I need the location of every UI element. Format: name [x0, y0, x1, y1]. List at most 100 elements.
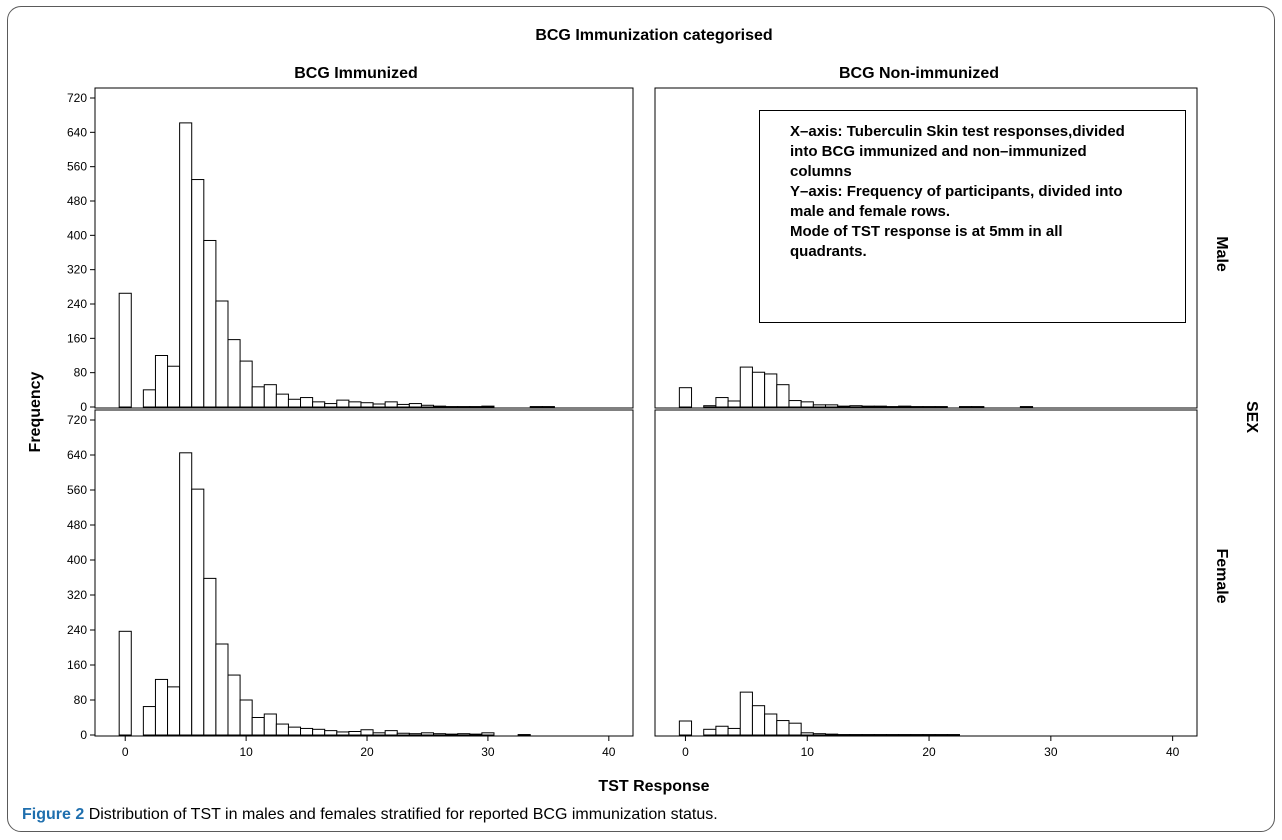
column-title-immunized: BCG Immunized	[294, 65, 418, 82]
histogram-bar	[154, 355, 169, 408]
histogram-bar	[764, 713, 778, 736]
histogram-bar	[324, 730, 338, 736]
histogram-bar	[191, 179, 205, 408]
panel-border	[94, 87, 634, 409]
histogram-bar	[1019, 406, 1034, 408]
annotation-line: quadrants.	[790, 243, 867, 260]
histogram-bar	[678, 387, 693, 408]
y-tick-label: 400	[67, 553, 87, 567]
histogram-bar	[372, 403, 386, 408]
histogram-bar	[751, 371, 766, 408]
histogram-bar	[727, 727, 741, 736]
histogram-bar	[372, 732, 386, 736]
y-tick-label: 720	[67, 91, 87, 105]
x-tick-label: 20	[360, 745, 374, 759]
caption-label: Figure 2	[22, 806, 85, 823]
histogram-bar	[873, 405, 887, 408]
histogram-bar	[481, 732, 495, 736]
histogram-bar	[179, 122, 193, 408]
histogram-bar	[227, 674, 241, 736]
panel-female-non-immunized: 0 10 20 30 40	[654, 409, 1198, 759]
histogram-bar	[715, 397, 729, 408]
histogram-bar	[203, 239, 217, 408]
row-axis-label: SEX	[1243, 401, 1260, 433]
histogram-bar	[227, 339, 241, 408]
histogram-bar	[324, 403, 338, 408]
histogram-bar	[469, 406, 483, 408]
y-tick-label: 80	[74, 366, 88, 380]
x-tick-label: 0	[122, 745, 129, 759]
histogram-bar	[800, 732, 814, 736]
x-tick-label: 10	[239, 745, 253, 759]
x-tick-label: 20	[922, 745, 936, 759]
histogram-bar	[922, 734, 936, 736]
annotation-line: Y–axis: Frequency of participants, divid…	[790, 183, 1123, 200]
histogram-bar	[469, 733, 483, 736]
histogram-bar	[191, 488, 205, 736]
histogram-bar	[678, 720, 693, 736]
histogram-bar	[420, 732, 435, 736]
histogram-bar	[751, 705, 766, 736]
y-tick-label: 560	[67, 160, 87, 174]
histogram-bar	[776, 384, 790, 408]
histogram-bar	[360, 402, 374, 408]
histogram-bar	[251, 717, 265, 736]
histogram-bar	[445, 733, 459, 736]
histogram-bar	[849, 734, 863, 736]
panel-border	[654, 409, 1198, 737]
annotation-line: columns	[790, 163, 852, 180]
histogram-bar	[360, 729, 374, 736]
x-tick-label: 10	[801, 745, 815, 759]
x-tick-label: 40	[1166, 745, 1180, 759]
y-tick-label: 160	[67, 331, 87, 345]
histogram-bar	[529, 406, 543, 408]
histogram-bar	[703, 405, 717, 408]
row-title-male: Male	[1213, 236, 1230, 272]
histogram-bar	[396, 732, 410, 736]
histogram-bar	[215, 643, 229, 736]
x-axis-label: TST Response	[598, 778, 709, 795]
y-tick-label: 640	[67, 125, 87, 139]
histogram-bar	[312, 728, 326, 736]
y-tick-label: 240	[67, 623, 87, 637]
histogram-bar	[739, 366, 753, 408]
histogram-bar	[142, 389, 156, 408]
histogram-bar	[275, 723, 289, 736]
histogram-bar	[837, 405, 851, 408]
y-axis-label: Frequency	[27, 371, 44, 452]
histogram-bar	[239, 360, 253, 408]
histogram-bar	[179, 452, 193, 736]
histogram-bar	[167, 365, 181, 408]
histogram-bar	[898, 405, 912, 408]
histogram-bar	[788, 722, 802, 736]
histogram-bar	[764, 373, 778, 408]
histogram-bar	[861, 405, 875, 408]
histogram-bar	[541, 406, 555, 408]
x-tick-label: 0	[682, 745, 689, 759]
histogram-bar	[263, 384, 277, 408]
y-tick-label: 720	[67, 413, 87, 427]
y-tick-label: 240	[67, 297, 87, 311]
column-title-non-immunized: BCG Non-immunized	[839, 65, 999, 82]
histogram-bar	[481, 405, 495, 408]
histogram-bar	[457, 406, 471, 408]
y-tick-label: 480	[67, 518, 87, 532]
histogram-bar	[396, 403, 410, 408]
y-tick-label: 320	[67, 263, 87, 277]
histogram-bar	[336, 399, 350, 408]
chart-title: BCG Immunization categorised	[535, 27, 772, 44]
y-tick-label: 480	[67, 194, 87, 208]
histogram-bar	[922, 406, 936, 408]
histogram-bar	[837, 734, 851, 736]
histogram-bar	[703, 728, 717, 736]
figure-frame	[7, 6, 1275, 832]
histogram-bar	[910, 734, 924, 736]
histogram-bar	[812, 733, 827, 736]
annotation-line: X–axis: Tuberculin Skin test responses,d…	[790, 123, 1125, 140]
histogram-bar	[885, 734, 900, 736]
histogram-bar	[971, 406, 985, 408]
histogram-bar	[825, 404, 839, 408]
histogram-bar	[776, 720, 790, 736]
figure-caption: Figure 2 Distribution of TST in males an…	[22, 806, 718, 824]
